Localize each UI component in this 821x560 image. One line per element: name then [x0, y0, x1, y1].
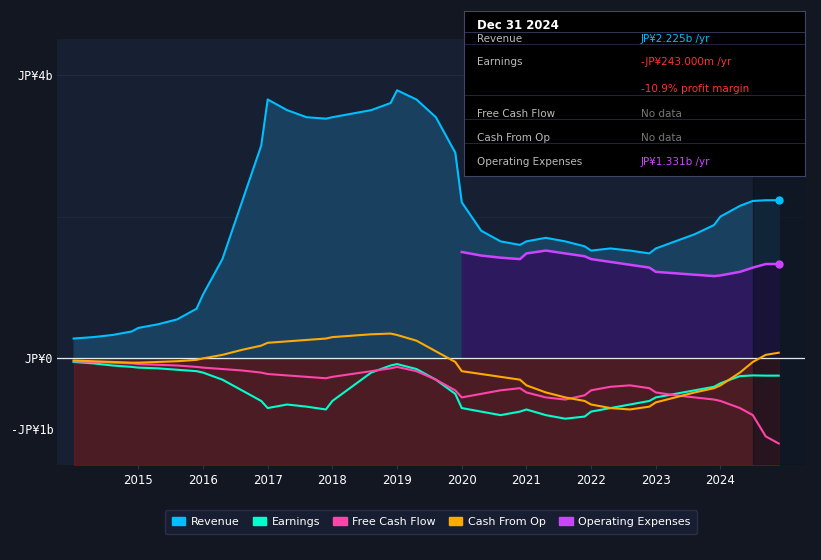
- Legend: Revenue, Earnings, Free Cash Flow, Cash From Op, Operating Expenses: Revenue, Earnings, Free Cash Flow, Cash …: [165, 510, 697, 534]
- Text: -10.9% profit margin: -10.9% profit margin: [641, 84, 750, 94]
- Text: Dec 31 2024: Dec 31 2024: [478, 20, 559, 32]
- Text: JP¥1.331b /yr: JP¥1.331b /yr: [641, 157, 710, 166]
- Text: No data: No data: [641, 133, 682, 143]
- Text: JP¥2.225b /yr: JP¥2.225b /yr: [641, 34, 710, 44]
- Text: Operating Expenses: Operating Expenses: [478, 157, 583, 166]
- Text: Earnings: Earnings: [478, 58, 523, 67]
- Text: No data: No data: [641, 109, 682, 119]
- Text: -JP¥243.000m /yr: -JP¥243.000m /yr: [641, 58, 732, 67]
- Text: Free Cash Flow: Free Cash Flow: [478, 109, 556, 119]
- Bar: [753, 39, 805, 465]
- Text: Revenue: Revenue: [478, 34, 523, 44]
- Text: Cash From Op: Cash From Op: [478, 133, 551, 143]
